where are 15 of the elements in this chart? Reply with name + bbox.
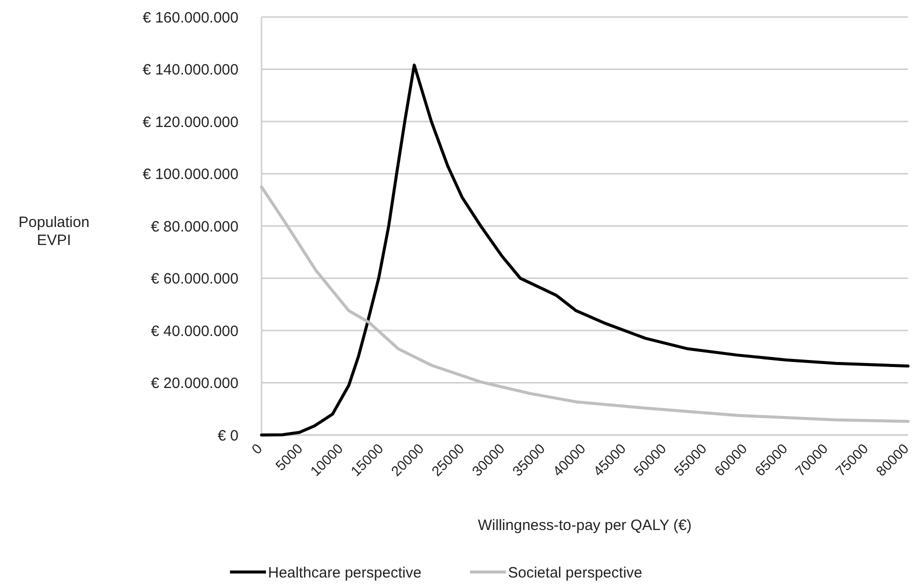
y-tick-label: € 100.000.000: [142, 166, 238, 183]
y-tick-label: € 120.000.000: [142, 114, 238, 131]
y-axis-title: Population EVPI: [18, 214, 90, 249]
legend-label: Societal perspective: [508, 564, 642, 582]
x-axis-title: Willingness-to-pay per QALY (€): [478, 517, 692, 534]
legend-label: Healthcare perspective: [268, 564, 422, 582]
y-tick-label: € 140.000.000: [142, 62, 238, 78]
x-tick-label: 0: [248, 440, 266, 458]
y-tick-label: € 20.000.000: [150, 375, 238, 392]
y-tick-label: € 40.000.000: [150, 322, 238, 340]
y-tick-label: € 0: [218, 427, 238, 444]
y-tick-label: € 60.000.000: [150, 270, 238, 288]
y-tick-label: € 160.000.000: [142, 9, 238, 26]
line-series: [260, 185, 910, 423]
y-tick-label: € 80.000.000: [150, 218, 238, 236]
